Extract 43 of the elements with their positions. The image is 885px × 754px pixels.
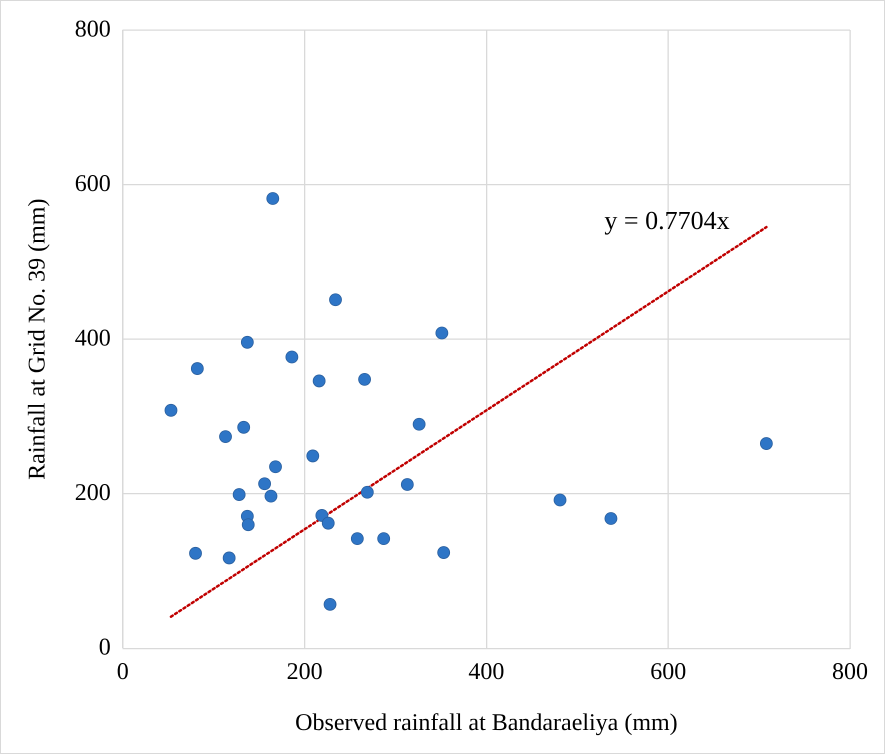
point: [242, 518, 255, 532]
x-tick-label: 0: [116, 659, 129, 686]
x-tick-label: 200: [286, 659, 323, 686]
point: [358, 372, 371, 386]
point: [258, 477, 272, 490]
y-tick-label: 200: [74, 480, 111, 506]
point: [266, 192, 280, 205]
point: [219, 430, 232, 443]
point: [189, 546, 202, 560]
point: [400, 478, 414, 491]
x-tick-label: 600: [650, 659, 686, 686]
point: [412, 418, 426, 431]
point: [554, 494, 566, 506]
point: [222, 552, 236, 564]
annotation: y = 0.7704x: [604, 206, 730, 235]
point: [350, 532, 364, 546]
point: [312, 374, 326, 388]
point: [237, 420, 250, 434]
point: [360, 486, 374, 499]
y-tick-label: 600: [74, 170, 111, 197]
point: [232, 488, 246, 501]
point: [285, 350, 298, 364]
point: [435, 326, 448, 340]
x-tick-label: 400: [468, 659, 504, 686]
y-tick-label: 800: [74, 16, 111, 42]
point: [264, 490, 278, 503]
point: [437, 546, 450, 559]
point: [269, 460, 282, 474]
y-tick-label: 400: [74, 325, 111, 352]
x-axis-title: Observed rainfall at Bandaraeliya (mm): [295, 710, 678, 736]
point: [164, 404, 178, 417]
point: [329, 293, 342, 306]
y-tick-label: 0: [98, 634, 111, 661]
point: [377, 532, 390, 546]
x-tick-label: 800: [832, 659, 868, 686]
point: [306, 450, 320, 462]
point: [190, 362, 204, 375]
point: [240, 336, 254, 349]
y-axis-title: Rainfall at Grid No. 39 (mm): [24, 198, 51, 480]
point: [760, 437, 773, 450]
point: [604, 512, 618, 525]
point: [324, 598, 336, 611]
point: [322, 516, 335, 530]
